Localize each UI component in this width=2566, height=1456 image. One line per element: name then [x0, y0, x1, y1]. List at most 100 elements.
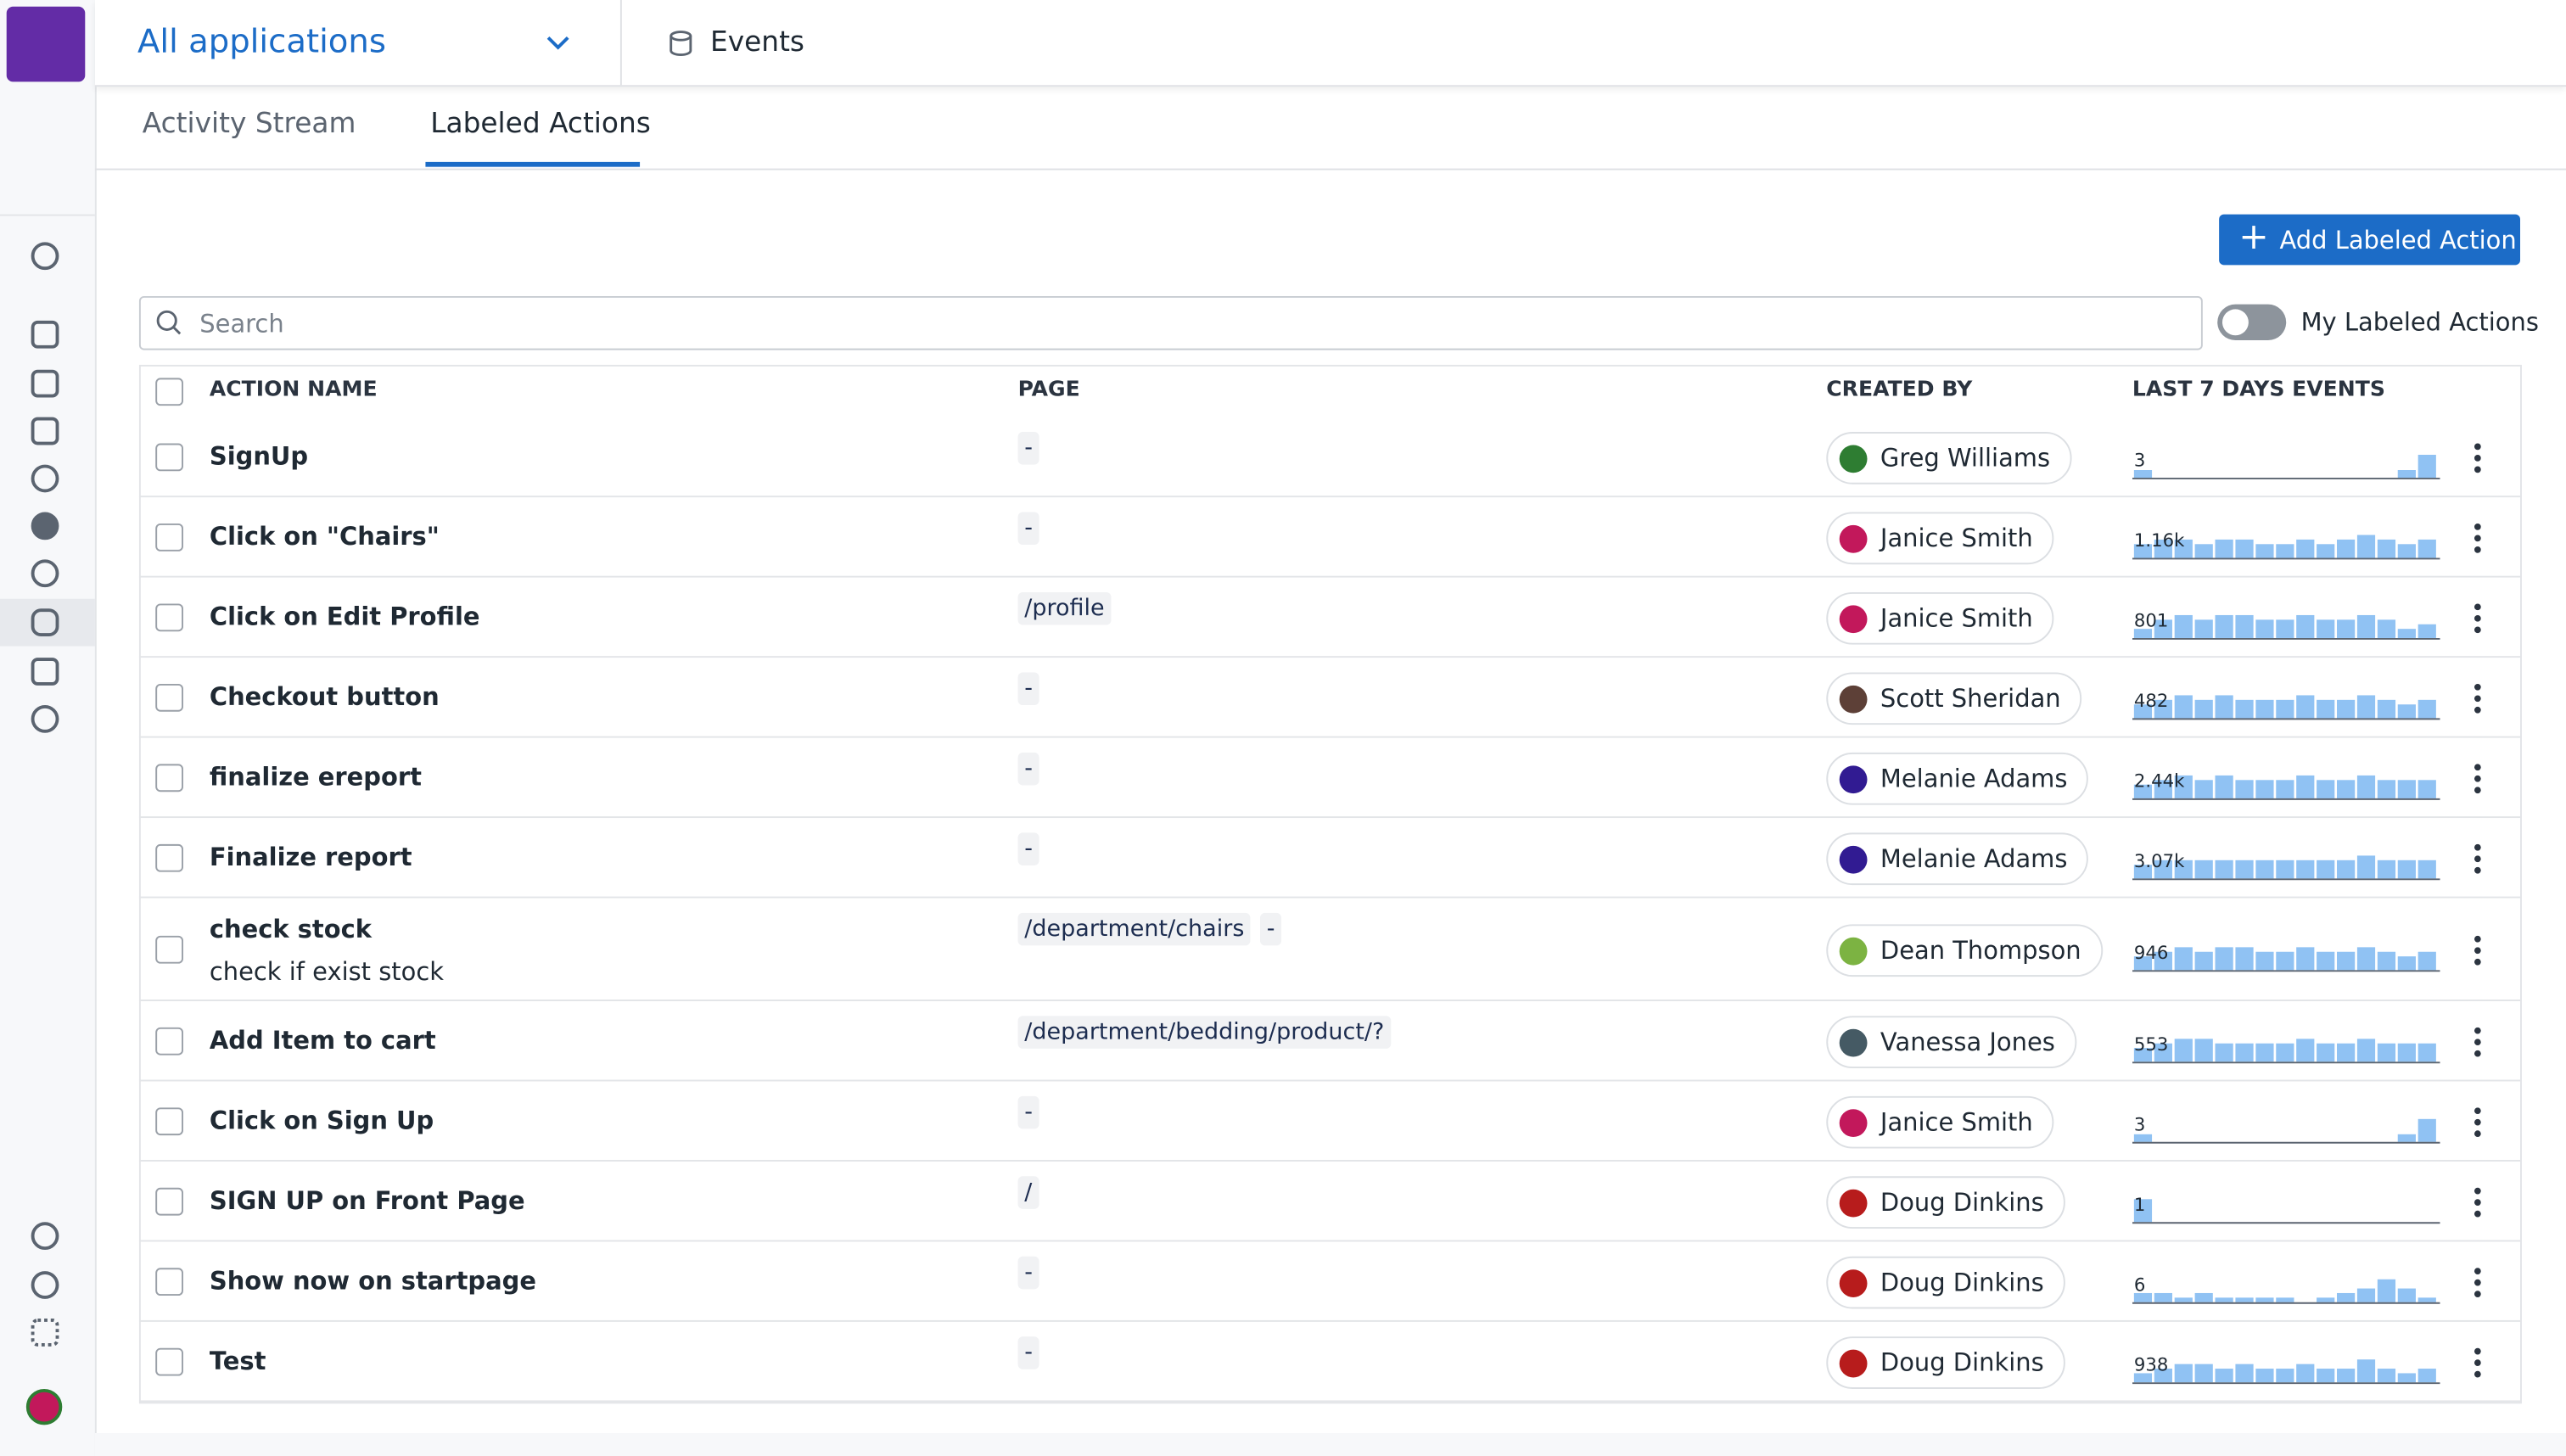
- checkbox[interactable]: [155, 378, 183, 406]
- checkbox[interactable]: [155, 682, 183, 711]
- chart-icon[interactable]: [31, 369, 59, 398]
- row-menu[interactable]: [2474, 681, 2485, 714]
- spark-bar: [2133, 1133, 2153, 1141]
- play-icon[interactable]: [31, 512, 59, 540]
- row-menu[interactable]: [2474, 1346, 2485, 1379]
- row-menu[interactable]: [2474, 842, 2485, 875]
- action-name[interactable]: Add Item to cart: [209, 1024, 436, 1055]
- action-name[interactable]: SignUp: [209, 440, 309, 471]
- checkbox[interactable]: [155, 1347, 183, 1375]
- spark-bar: [2215, 774, 2233, 798]
- speed-icon[interactable]: [31, 705, 59, 733]
- checkbox[interactable]: [155, 843, 183, 871]
- user-chip[interactable]: Doug Dinkins: [1826, 1255, 2065, 1308]
- user-chip[interactable]: Doug Dinkins: [1826, 1175, 2065, 1229]
- events-icon[interactable]: [31, 608, 59, 637]
- spark-bar: [2255, 1368, 2274, 1382]
- user-chip[interactable]: Melanie Adams: [1826, 832, 2089, 885]
- checkbox[interactable]: [155, 934, 183, 963]
- row-menu[interactable]: [2474, 441, 2485, 474]
- settings-icon[interactable]: [31, 1271, 59, 1299]
- user-chip[interactable]: Janice Smith: [1826, 511, 2054, 564]
- menu-dot: [2474, 442, 2481, 450]
- lab-icon[interactable]: [31, 658, 59, 686]
- spark-bar: [2317, 543, 2335, 557]
- user-chip[interactable]: Dean Thompson: [1826, 923, 2103, 977]
- checkbox[interactable]: [155, 602, 183, 631]
- logo[interactable]: [6, 6, 86, 82]
- row-menu[interactable]: [2474, 1265, 2485, 1298]
- action-name[interactable]: Click on Edit Profile: [209, 601, 480, 631]
- event-count: 1.16k: [2133, 529, 2185, 551]
- user-chip[interactable]: Melanie Adams: [1826, 751, 2089, 804]
- tab[interactable]: Activity Stream: [142, 108, 356, 141]
- row-menu[interactable]: [2474, 933, 2485, 966]
- spark-bar: [2418, 779, 2436, 798]
- user-chip[interactable]: Janice Smith: [1826, 1095, 2054, 1148]
- user-chip[interactable]: Scott Sheridan: [1826, 671, 2082, 725]
- menu-dot: [2474, 694, 2481, 702]
- row-menu[interactable]: [2474, 521, 2485, 554]
- spark-bar: [2356, 694, 2376, 718]
- checkbox[interactable]: [155, 442, 183, 471]
- tab-active[interactable]: Labeled Actions: [430, 108, 651, 141]
- toggle[interactable]: [2217, 304, 2287, 341]
- apps-icon[interactable]: [31, 1319, 59, 1347]
- funnel-icon[interactable]: [31, 559, 59, 588]
- spark-bar: [2296, 946, 2315, 970]
- spark-bar: [2336, 698, 2356, 718]
- row-menu[interactable]: [2474, 1025, 2485, 1058]
- menu-dot: [2474, 1049, 2481, 1056]
- action-name[interactable]: Checkout button: [209, 681, 440, 711]
- column-header: ACTION NAME: [209, 378, 378, 403]
- menu-dot: [2474, 934, 2481, 942]
- row-menu[interactable]: [2474, 602, 2485, 635]
- spark-bar: [2215, 694, 2233, 718]
- spark-bar: [2397, 859, 2416, 878]
- row-menu[interactable]: [2474, 762, 2485, 795]
- column-header: CREATED BY: [1826, 378, 1973, 403]
- spark-bar: [2418, 623, 2436, 637]
- menu-dot: [2474, 1026, 2481, 1033]
- action-name[interactable]: Test: [209, 1345, 266, 1375]
- toggle-label: My Labeled Actions: [2300, 307, 2539, 338]
- checkbox[interactable]: [155, 523, 183, 551]
- action-name[interactable]: Click on Sign Up: [209, 1105, 434, 1135]
- row-menu[interactable]: [2474, 1105, 2485, 1138]
- user-chip[interactable]: Doug Dinkins: [1826, 1336, 2065, 1388]
- sidebar: [0, 0, 97, 1456]
- checkbox[interactable]: [155, 1106, 183, 1135]
- menu-dot: [2474, 843, 2481, 850]
- user-chip[interactable]: Greg Williams: [1826, 431, 2072, 484]
- spark-bar: [2356, 613, 2376, 637]
- user-chip[interactable]: Janice Smith: [1826, 591, 2054, 644]
- spark-bar: [2296, 1363, 2315, 1382]
- search-box[interactable]: Search: [138, 295, 2203, 350]
- event-count: 6: [2133, 1274, 2146, 1296]
- menu-dot: [2474, 1358, 2481, 1365]
- action-name[interactable]: Finalize report: [209, 842, 412, 871]
- action-name[interactable]: check stock: [209, 914, 372, 944]
- spark-bar: [2276, 619, 2294, 637]
- area-icon[interactable]: [31, 417, 59, 445]
- action-name[interactable]: finalize ereport: [209, 761, 422, 792]
- checkbox[interactable]: [155, 1267, 183, 1296]
- home-icon[interactable]: [31, 320, 59, 349]
- chevron[interactable]: [545, 33, 571, 53]
- menu-dot: [2474, 602, 2481, 610]
- user-chip[interactable]: Vanessa Jones: [1826, 1015, 2076, 1068]
- checkbox[interactable]: [155, 1186, 183, 1215]
- row-menu[interactable]: [2474, 1185, 2485, 1218]
- search-icon[interactable]: [31, 242, 59, 271]
- action-name[interactable]: Click on "Chairs": [209, 521, 440, 551]
- sparkle-icon[interactable]: [31, 1222, 59, 1251]
- app-selector[interactable]: All applications: [137, 21, 386, 61]
- user-avatar[interactable]: [25, 1388, 63, 1425]
- heat-icon[interactable]: [31, 464, 59, 493]
- action-name[interactable]: Show now on startpage: [209, 1265, 536, 1296]
- action-name[interactable]: SIGN UP on Front Page: [209, 1184, 525, 1215]
- spark-bar: [2377, 619, 2396, 637]
- add-button[interactable]: + Add Labeled Action: [2219, 214, 2520, 266]
- checkbox[interactable]: [155, 1026, 183, 1055]
- checkbox[interactable]: [155, 763, 183, 792]
